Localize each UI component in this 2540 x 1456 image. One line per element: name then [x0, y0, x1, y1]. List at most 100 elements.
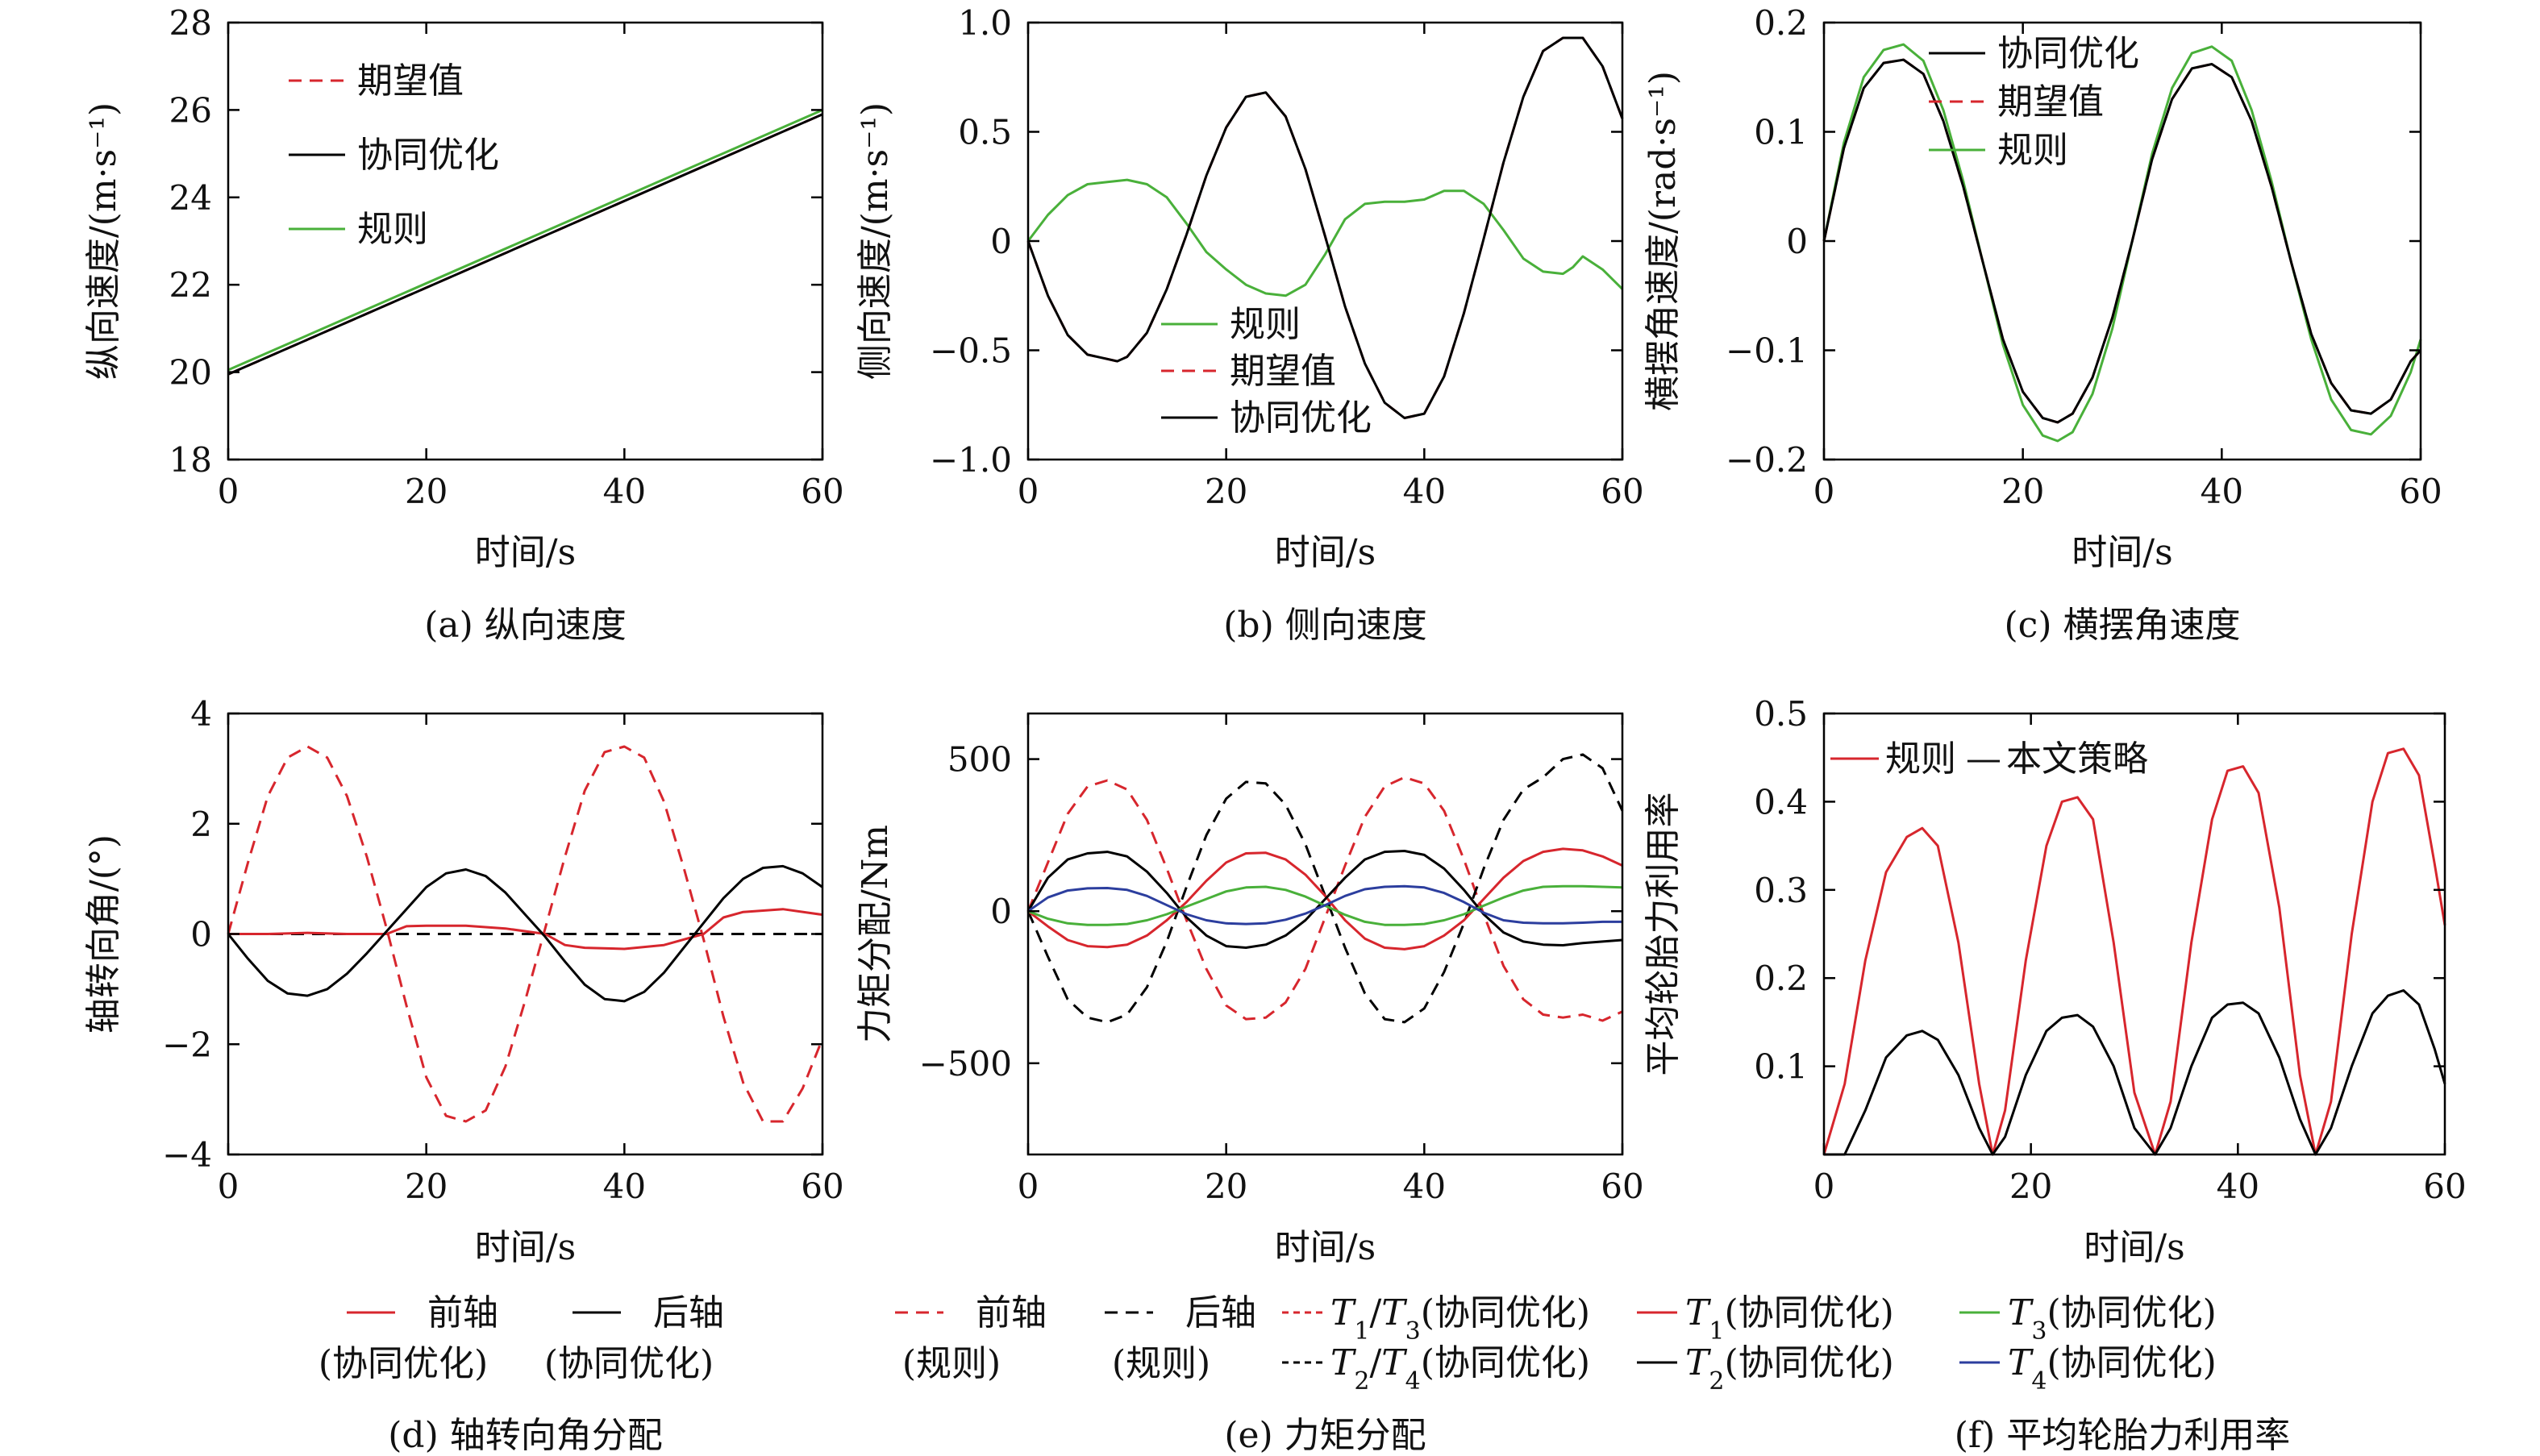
legend-label: 前轴 — [427, 1292, 498, 1333]
series-line-d-2 — [228, 908, 823, 951]
legend-label: T3(协同优化) — [2008, 1292, 2217, 1346]
y-axis-label: 轴转向角/(°) — [83, 834, 124, 1034]
legend-label: T4(协同优化) — [2008, 1342, 2217, 1396]
legend-label-part: 3 — [2031, 1317, 2047, 1346]
series-line-c-1 — [1822, 58, 2422, 424]
legend-label: 协同优化 — [1997, 33, 2139, 74]
legend-label: 协同优化 — [1230, 397, 1372, 439]
y-tick-label: −0.2 — [1726, 440, 1808, 480]
x-tick-label: 40 — [603, 1167, 646, 1206]
x-axis-label: 时间/s — [1275, 1227, 1376, 1268]
y-axis-label: 力矩分配/Nm — [855, 825, 896, 1043]
x-tick-label: 40 — [603, 472, 646, 511]
chart-panel-f: 0 20 40 60 0.1 0.2 0.3 0.4 0.5 时间/s 平均轮胎力利用率 (f) 平均… — [1643, 694, 2467, 1456]
x-tick-label: 20 — [2009, 1167, 2052, 1206]
x-tick-label: 0 — [218, 1167, 239, 1206]
y-tick-label: 0.5 — [958, 113, 1012, 152]
legend-separator: — — [1966, 738, 2001, 780]
legend-label-part: T — [1685, 1342, 1712, 1383]
y-tick-label: 2 — [190, 805, 212, 844]
legend-panel-e: T1/T3(协同优化)T2/T4(协同优化)T1(协同优化)T2(协同优化)T3… — [1282, 1292, 2217, 1396]
legend-panel-d: 前轴 (协同优化) 后轴 (协同优化) 前轴 (规则) 后轴 (规则) — [319, 1292, 1256, 1384]
legend-label-sub: (规则) — [902, 1343, 1001, 1384]
y-tick-label: 20 — [169, 353, 212, 393]
series-line-b-0 — [1026, 178, 1624, 297]
legend-label-part: T — [2008, 1342, 2034, 1383]
y-tick-label: −2 — [162, 1025, 212, 1064]
y-tick-label: −500 — [919, 1044, 1012, 1084]
x-axis-label: 时间/s — [475, 532, 576, 573]
legend-label: 期望值 — [357, 60, 464, 102]
x-tick-label: 20 — [405, 472, 448, 511]
plot-frame — [227, 21, 824, 461]
legend-label: 后轴 — [653, 1292, 724, 1333]
x-tick-label: 60 — [801, 1167, 843, 1206]
x-tick-label: 0 — [1813, 472, 1835, 511]
x-tick-label: 40 — [2217, 1167, 2259, 1206]
legend-label-part: (协同优化) — [1724, 1342, 1893, 1383]
x-tick-label: 60 — [1601, 472, 1643, 511]
legend-label-part: 3 — [1405, 1317, 1421, 1346]
x-tick-label: 0 — [218, 472, 239, 511]
plot-frame — [1822, 21, 2422, 461]
plot-frame — [1026, 712, 1624, 1156]
legend-label: 规则 — [1997, 130, 2068, 171]
y-tick-label: 0.2 — [1754, 959, 1808, 998]
legend-label: 本文策略 — [2006, 738, 2148, 780]
y-axis-label: 平均轮胎力利用率 — [1643, 792, 1684, 1076]
x-tick-label: 20 — [1205, 1167, 1247, 1206]
x-tick-label: 0 — [1813, 1167, 1835, 1206]
series-line-a-0 — [227, 109, 823, 372]
y-tick-label: 0.1 — [1754, 1047, 1808, 1087]
x-tick-label: 0 — [1018, 1167, 1039, 1206]
panel-caption: (e) 力矩分配 — [1224, 1415, 1426, 1456]
x-tick-label: 40 — [1403, 1167, 1446, 1206]
x-axis-label: 时间/s — [475, 1227, 576, 1268]
series-line-e-5 — [1027, 884, 1622, 926]
legend-label-part: 4 — [2031, 1367, 2047, 1396]
y-tick-label: 18 — [169, 440, 212, 480]
x-tick-label: 20 — [1205, 472, 1247, 511]
x-tick-label: 0 — [1018, 472, 1039, 511]
legend-label: 规则 — [1230, 304, 1301, 345]
y-axis-label: 侧向速度/(m·s⁻¹) — [855, 102, 896, 380]
chart-panel-d: 0 20 40 60 −4 −2 0 2 4 时间/s 轴转向角/(°) (d) 轴转向角分配 — [83, 694, 844, 1456]
y-tick-label: 0.2 — [1754, 3, 1808, 43]
legend-label-part: T — [2008, 1292, 2034, 1333]
legend-label-part: T — [1685, 1292, 1712, 1333]
legend-label: 前轴 — [976, 1292, 1047, 1333]
chart-panel-a: 0 20 40 60 18 20 22 24 26 28 时间/s 纵向速度/(m·s⁻¹) (a) 纵… — [83, 3, 844, 646]
legend-label-part: 2 — [1709, 1367, 1724, 1396]
panel-caption: (f) 平均轮胎力利用率 — [1955, 1415, 2291, 1456]
series-line-f-1 — [1824, 989, 2446, 1156]
x-tick-label: 60 — [2399, 472, 2442, 511]
series-line-b-2 — [1026, 36, 1624, 419]
series-line-e-2 — [1027, 847, 1623, 951]
x-tick-label: 60 — [1601, 1167, 1643, 1206]
y-tick-label: 0 — [990, 222, 1012, 261]
y-axis-label: 纵向速度/(m·s⁻¹) — [83, 102, 124, 380]
panel-caption: (b) 侧向速度 — [1223, 605, 1426, 646]
panel-caption: (c) 横摆角速度 — [2005, 605, 2241, 646]
plot-frame — [1822, 712, 2446, 1156]
series-line-c-0 — [1822, 43, 2422, 443]
legend-label: 规则 — [357, 209, 428, 250]
chart-panel-b: 0 20 40 60 −1.0 −0.5 0 0.5 1.0 时间/s 侧向速度/(m·s⁻¹) (b… — [855, 3, 1644, 646]
y-tick-label: −0.5 — [930, 331, 1012, 371]
y-tick-label: 0 — [190, 915, 212, 955]
legend-label: 规则 — [1885, 738, 1956, 780]
y-tick-label: 0.1 — [1754, 113, 1808, 152]
x-tick-label: 60 — [801, 472, 843, 511]
x-axis-label: 时间/s — [1275, 532, 1376, 573]
legend-label-sub: (协同优化) — [319, 1343, 488, 1384]
legend-label-part: T — [1330, 1342, 1357, 1383]
y-tick-label: 28 — [169, 3, 212, 43]
legend-label-part: 4 — [1405, 1367, 1421, 1396]
y-tick-label: −1.0 — [930, 440, 1012, 480]
legend-label-part: 1 — [1709, 1317, 1724, 1346]
series-line-f-0 — [1822, 747, 2446, 1156]
y-tick-label: 500 — [947, 740, 1012, 780]
series-line-c-2 — [1822, 58, 2422, 424]
y-tick-label: 0 — [1786, 222, 1808, 261]
